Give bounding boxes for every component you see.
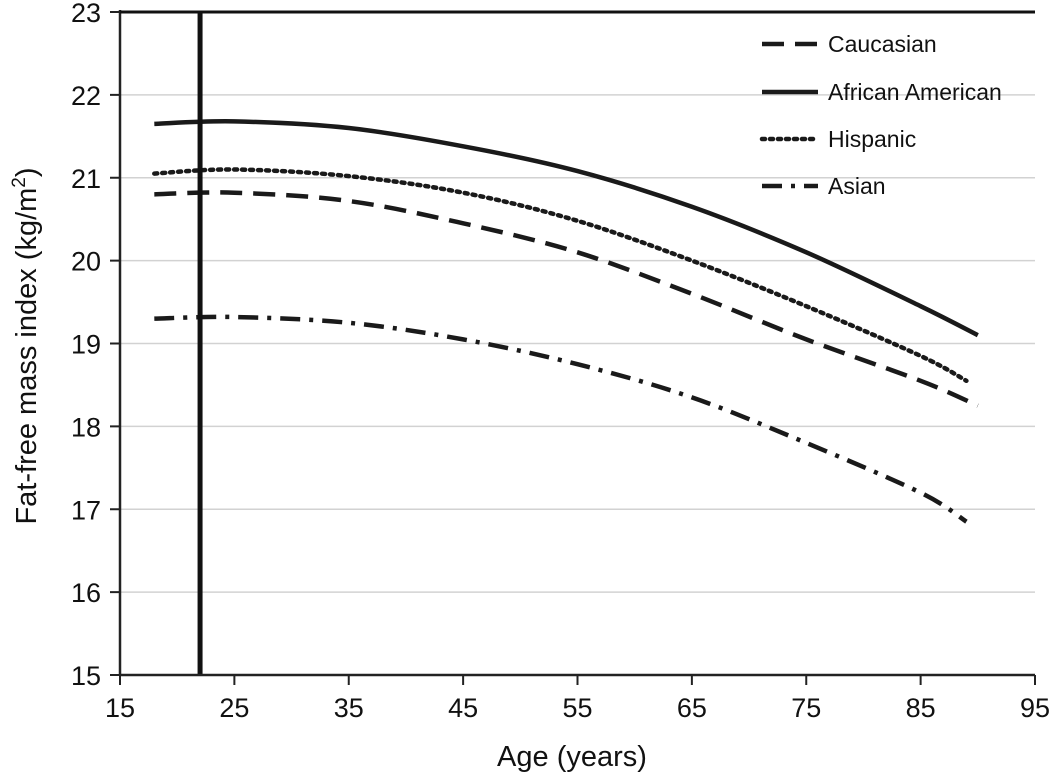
legend-label-african-american: African American xyxy=(828,79,1002,105)
y-tick-label-17: 17 xyxy=(71,495,101,525)
y-tick-label-23: 23 xyxy=(71,0,101,28)
legend-label-caucasian: Caucasian xyxy=(828,31,937,57)
gridlines xyxy=(120,11,1035,593)
series-line-african-american xyxy=(154,119,979,338)
x-tick-label-65: 65 xyxy=(677,693,707,723)
x-tick-label-55: 55 xyxy=(562,693,592,723)
x-tick-label-85: 85 xyxy=(906,693,936,723)
y-tick-label-21: 21 xyxy=(71,164,101,194)
x-tick-label-75: 75 xyxy=(791,693,821,723)
y-tick-label-22: 22 xyxy=(71,81,101,111)
x-tick-label-25: 25 xyxy=(219,693,249,723)
y-axis-title-superscript: 2 xyxy=(9,177,30,188)
y-tick-label-18: 18 xyxy=(71,412,101,442)
series-lines xyxy=(152,119,979,524)
x-tick-labels: 15 25 35 45 55 65 75 85 95 xyxy=(105,693,1050,723)
x-axis-title: Age (years) xyxy=(497,741,647,773)
legend-label-asian: Asian xyxy=(828,173,886,199)
x-tick-label-15: 15 xyxy=(105,693,135,723)
legend-label-hispanic: Hispanic xyxy=(828,126,916,152)
legend: Caucasian African American Hispanic Asian xyxy=(759,31,1002,199)
x-tick-label-95: 95 xyxy=(1020,693,1050,723)
series-line-hispanic xyxy=(152,167,969,384)
series-line-caucasian xyxy=(154,190,979,408)
axes xyxy=(110,10,1036,685)
y-axis-title-close: ) xyxy=(11,167,43,177)
y-axis-title: Fat-free mass index (kg/m2) xyxy=(9,167,43,524)
series-line-asian xyxy=(154,314,968,524)
y-tick-label-20: 20 xyxy=(71,247,101,277)
x-tick-label-35: 35 xyxy=(334,693,364,723)
y-axis-title-main: Fat-free mass index (kg/m xyxy=(11,188,43,525)
y-tick-label-15: 15 xyxy=(71,661,101,691)
x-tick-label-45: 45 xyxy=(448,693,478,723)
y-tick-label-19: 19 xyxy=(71,330,101,360)
y-tick-label-16: 16 xyxy=(71,578,101,608)
y-tick-labels: 15 16 17 18 19 20 21 22 23 xyxy=(71,0,101,691)
